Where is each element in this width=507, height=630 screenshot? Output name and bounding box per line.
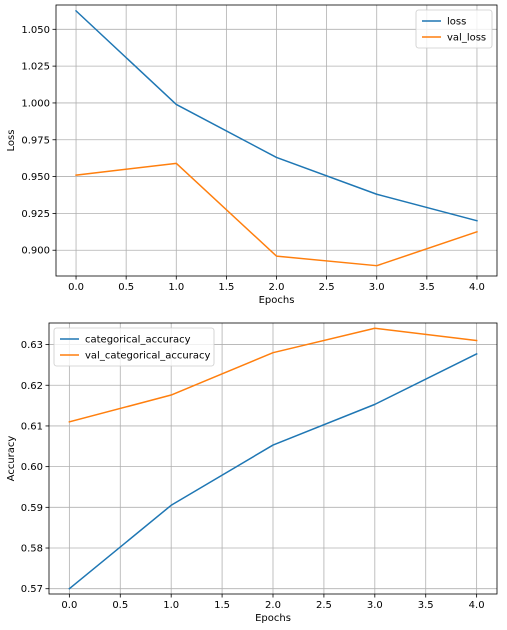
y-axis-label: Loss: [6, 130, 17, 152]
x-tick-label: 2.0: [269, 282, 285, 293]
x-tick-label: 2.0: [265, 600, 281, 611]
x-tick-label: 1.5: [214, 600, 230, 611]
x-tick-label: 3.5: [419, 282, 435, 293]
y-tick-label: 0.58: [21, 544, 43, 555]
x-tick-label: 4.0: [469, 600, 485, 611]
x-tick-label: 0.5: [118, 282, 134, 293]
y-tick-label: 0.63: [21, 340, 43, 351]
y-tick-label: 0.62: [21, 381, 43, 392]
y-axis-label: Accuracy: [6, 436, 17, 482]
legend-box: [415, 9, 493, 49]
x-tick-label: 1.0: [168, 282, 184, 293]
x-axis-label: Epochs: [259, 295, 295, 306]
x-tick-label: 1.0: [163, 600, 179, 611]
series-line-val_loss: [75, 162, 478, 267]
x-tick-label: 0.0: [61, 600, 77, 611]
chart-1: 0.0 0.5 1.0 1.5 2.0 2.5 3.0 3.5 4.0 0.900 0.925 0.9…: [6, 4, 498, 306]
y-tick-label: 0.950: [21, 172, 50, 183]
y-tick-label: 0.61: [21, 421, 43, 432]
y-tick-label: 0.925: [21, 209, 50, 220]
y-tick-label: 1.025: [21, 62, 50, 73]
legend-box: [53, 327, 215, 367]
legend-label-categorical_accuracy: categorical_accuracy: [85, 335, 191, 346]
x-tick-label: 1.5: [218, 282, 234, 293]
legend: categorical_accuracy val_categorical_accu…: [53, 327, 215, 367]
legend-label-val_loss: val_loss: [447, 33, 486, 44]
y-tick-label: 0.975: [21, 135, 50, 146]
x-tick-label: 3.5: [418, 600, 434, 611]
legend-label-loss: loss: [447, 17, 466, 28]
series-line-categorical_accuracy: [68, 352, 478, 590]
legend-label-val_categorical_accuracy: val_categorical_accuracy: [85, 351, 210, 362]
x-tick-label: 0.5: [112, 600, 128, 611]
series-line-val_categorical_accuracy: [68, 327, 478, 423]
x-tick-label: 4.0: [469, 282, 485, 293]
x-tick-label: 3.0: [367, 600, 383, 611]
y-tick-label: 1.050: [21, 25, 50, 36]
y-tick-label: 0.57: [21, 584, 43, 595]
x-tick-label: 3.0: [369, 282, 385, 293]
legend: loss val_loss: [415, 9, 493, 49]
series-line-loss: [74, 9, 478, 222]
y-tick-label: 0.900: [21, 246, 50, 257]
chart-2: 0.0 0.5 1.0 1.5 2.0 2.5 3.0 3.5 4.0 0.57 0.58 0.59 0…: [6, 322, 498, 624]
x-axis-label: Epochs: [255, 613, 291, 624]
y-tick-label: 0.59: [21, 503, 43, 514]
y-tick-label: 1.000: [21, 98, 50, 109]
y-tick-label: 0.60: [21, 462, 43, 473]
x-tick-label: 2.5: [319, 282, 335, 293]
x-tick-label: 2.5: [316, 600, 332, 611]
x-tick-label: 0.0: [68, 282, 84, 293]
